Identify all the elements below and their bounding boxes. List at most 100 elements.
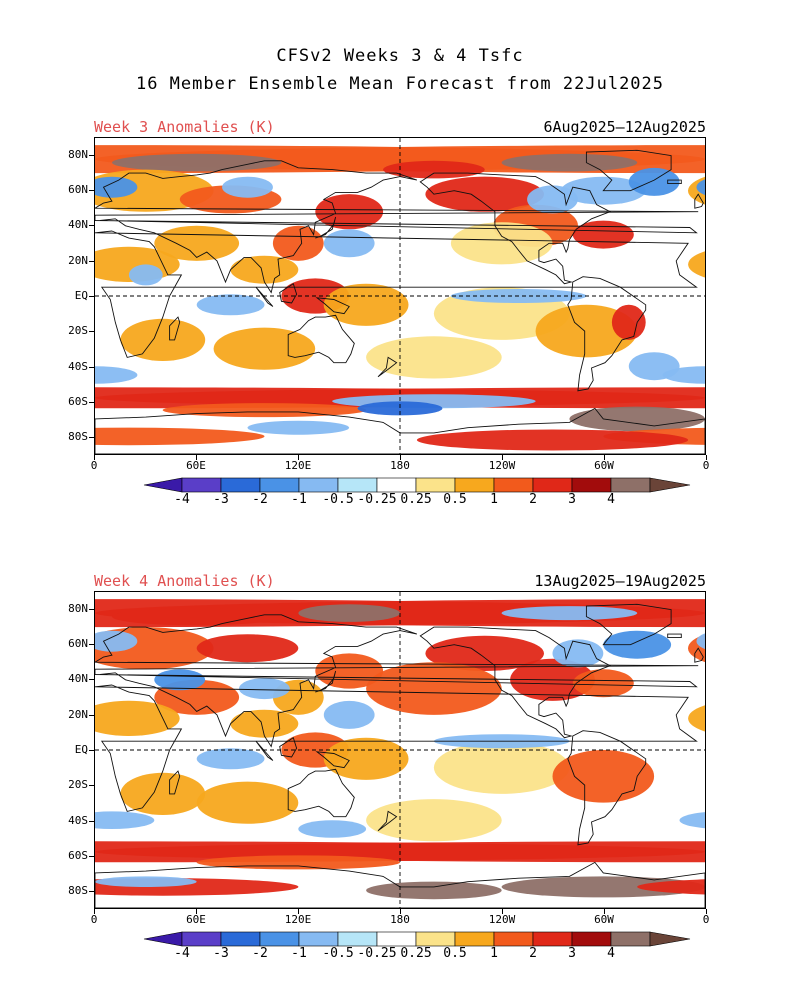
anomaly-patch [696,633,705,650]
lat-tick-label: 80S [68,430,88,444]
colorbar-label: 0.5 [443,946,467,961]
lat-tick-label: 20N [68,253,88,267]
lat-tick [89,296,94,297]
lat-tick [89,154,94,156]
lat-tick [89,856,94,857]
colorbar-label: -0.5 [322,492,354,507]
anomaly-patch [95,630,138,652]
anomaly-patch [501,606,638,621]
anomaly-patch [230,709,299,738]
lat-tick [89,402,94,403]
lon-tick [604,455,605,460]
anomaly-patch [323,737,409,780]
coastline [95,230,698,358]
lon-tick [400,455,401,460]
colorbar-label: 2 [529,946,537,961]
colorbar-swatch [532,477,573,493]
anomaly-patch [213,327,316,370]
lat-tick-label: 40N [68,672,88,686]
coastline [95,407,705,454]
anomaly-patch [628,167,680,196]
coastline [95,861,705,908]
lon-tick [400,909,401,914]
week4-colorbar: -4 -3 -2 -1 -0.5 -0.25 0.25 0.5 1 2 3 4 [0,924,800,984]
colorbar-swatch [532,931,573,947]
coastline [315,670,337,693]
title-line-1: CFSv2 Weeks 3 & 4 Tsfc [276,46,524,66]
colorbar-swatch [298,931,339,947]
lon-tick [298,455,299,460]
week3-anomaly-map [94,137,706,455]
coastline [255,286,274,307]
colorbar-swatch [493,477,534,493]
lat-tick-label: 60S [68,395,88,408]
lat-tick [89,750,94,751]
lat-tick-label: 40N [68,218,88,232]
coastline [287,314,355,364]
anomaly-patch [247,420,350,435]
anomaly-patch [366,881,502,900]
lat-tick-label: 20N [68,707,88,721]
coastline [287,768,355,818]
colorbar-swatch [298,477,339,493]
coastline [377,356,398,378]
colorbar-label: 0.25 [400,492,432,507]
anomaly-patch [95,876,197,887]
colorbar-label: 4 [607,946,615,961]
anomaly-patch [154,669,206,691]
colorbar-swatch [181,477,222,493]
colorbar-swatch [337,477,378,493]
lat-tick-label: 80N [68,147,88,161]
anomaly-patch [501,876,705,898]
anomaly-patch [128,264,163,286]
anomaly-patch [196,748,265,770]
colorbar-label: 4 [607,492,615,507]
anomaly-patch [357,401,443,416]
anomaly-patch [196,294,265,316]
lon-tick [196,909,197,914]
anomaly-patch [162,403,367,418]
anomaly-patch [679,812,705,829]
anomaly-patch [572,220,634,249]
lon-tick [706,909,707,914]
anomaly-patch [628,352,680,381]
colorbar-label: 2 [529,492,537,507]
lat-tick [89,891,94,893]
anomaly-patch [688,705,705,732]
colorbar-swatch [376,477,417,493]
coastline [667,179,682,185]
week3-dates: 6Aug2025—12Aug2025 [543,118,706,136]
coastline [169,770,181,795]
colorbar-label: -1 [291,946,307,961]
lon-tick-label: 0 [702,913,710,926]
lon-tick [196,455,197,460]
coastline [667,633,682,639]
colorbar-label: -3 [213,492,229,507]
anomaly-patch [425,176,544,212]
lat-tick [89,608,94,610]
coastline [95,614,699,748]
lon-tick [502,455,503,460]
lon-tick-label: 120E [284,913,312,926]
lon-tick [502,909,503,914]
anomaly-patch [433,741,570,794]
colorbar-label: 0.25 [400,946,432,961]
colorbar-swatch [454,477,495,493]
lon-tick-label: 60W [594,913,614,926]
colorbar-label: 3 [568,492,576,507]
lon-tick [604,909,605,914]
anomaly-patch [272,225,324,261]
coastline [585,149,672,192]
week3-colorbar: -4 -3 -2 -1 -0.5 -0.25 0.25 0.5 1 2 3 4 [0,470,800,530]
lat-tick-label: 40S [68,813,88,827]
colorbar-label: 3 [568,946,576,961]
anomaly-patch [569,406,705,432]
colorbar-label: 1 [490,492,498,507]
lat-tick [89,190,94,191]
colorbar-swatch [376,931,417,947]
anomaly-patch [95,176,138,198]
anomaly-patch [196,781,299,824]
anomaly-patch [688,251,705,278]
week3-label: Week 3 Anomalies (K) [94,118,275,136]
coastline [377,810,398,832]
